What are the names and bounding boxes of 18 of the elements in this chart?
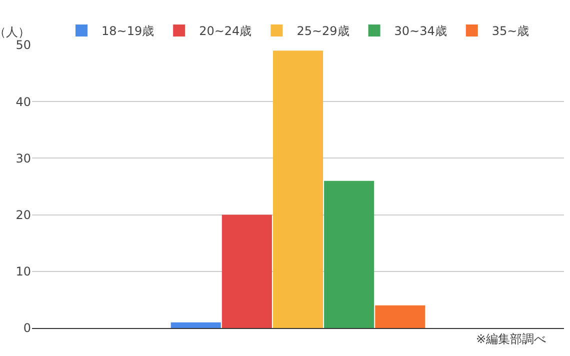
y-tick-label: 0 xyxy=(23,321,31,336)
y-axis-title: （人） xyxy=(0,25,30,39)
bar xyxy=(222,214,272,328)
y-tick-label: 10 xyxy=(16,264,31,279)
bar xyxy=(324,180,374,328)
text: ※編集部調べ xyxy=(476,332,546,346)
legend-label: 30~34歳 xyxy=(394,24,447,38)
legend-label: 20~24歳 xyxy=(199,24,252,38)
legend-label: 25~29歳 xyxy=(296,24,350,38)
bar xyxy=(375,305,426,328)
legend-label: 35~歳 xyxy=(492,24,530,38)
legend-label: 18~19歳 xyxy=(102,24,154,38)
bar xyxy=(272,50,324,328)
y-tick-label: 20 xyxy=(16,208,31,222)
y-tick-label: 50 xyxy=(16,38,31,52)
bar xyxy=(170,322,221,328)
y-tick-label: 40 xyxy=(16,94,31,109)
y-tick-label: 30 xyxy=(16,151,31,166)
